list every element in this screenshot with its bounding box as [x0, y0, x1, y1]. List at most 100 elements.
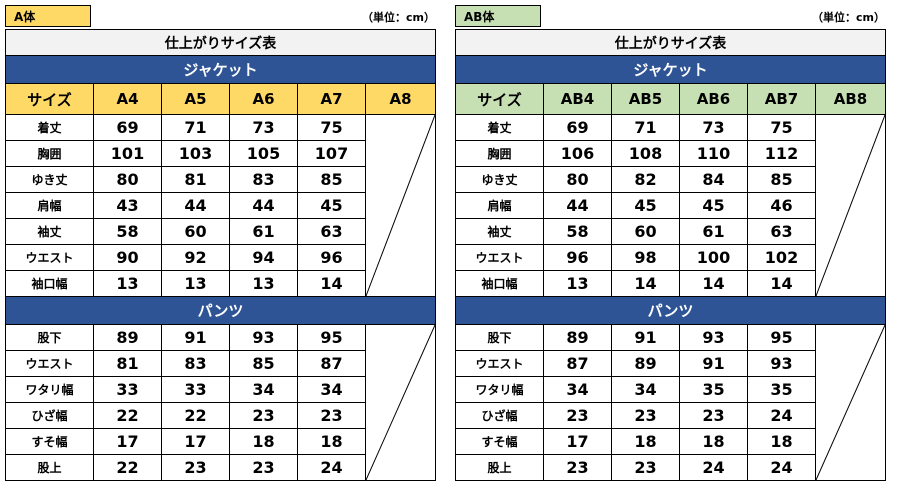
measurement-value: 93: [229, 324, 298, 351]
not-available-cell: [815, 114, 886, 297]
size-column-header: A8: [365, 83, 436, 115]
measurement-value: 33: [93, 376, 162, 403]
table-row: 股上 23 23 24 24: [455, 454, 886, 481]
measurement-value: 23: [229, 454, 298, 481]
measurement-value: 22: [161, 402, 230, 429]
measurement-value: 85: [229, 350, 298, 377]
measurement-value: 96: [543, 244, 612, 271]
measurement-value: 14: [679, 270, 748, 297]
size-column-header: A5: [161, 83, 230, 115]
measurement-value: 60: [161, 218, 230, 245]
measurement-label: 胸囲: [455, 140, 544, 167]
table-row: すそ幅 17 17 18 18: [5, 428, 436, 455]
measurement-value: 93: [747, 350, 816, 377]
size-column-header: AB5: [611, 83, 680, 115]
measurement-value: 35: [679, 376, 748, 403]
table-row: 肩幅 44 45 45 46: [455, 192, 886, 219]
measurement-value: 23: [679, 402, 748, 429]
measurement-value: 18: [297, 428, 366, 455]
measurement-value: 24: [747, 454, 816, 481]
measurement-value: 87: [297, 350, 366, 377]
size-column-header: AB8: [815, 83, 886, 115]
table-row: 袖口幅 13 13 13 14: [5, 270, 436, 297]
measurement-label: ワタリ幅: [5, 376, 94, 403]
measurement-value: 43: [93, 192, 162, 219]
body-type-tag: AB体: [455, 5, 541, 27]
measurement-value: 46: [747, 192, 816, 219]
measurement-value: 83: [161, 350, 230, 377]
measurement-value: 84: [679, 166, 748, 193]
unit-label: （単位：cm）: [812, 11, 885, 24]
measurement-label: ウエスト: [5, 244, 94, 271]
measurement-value: 100: [679, 244, 748, 271]
measurement-label: ワタリ幅: [455, 376, 544, 403]
measurement-value: 101: [93, 140, 162, 167]
measurement-value: 95: [297, 324, 366, 351]
measurement-value: 110: [679, 140, 748, 167]
not-available-cell: [365, 114, 436, 297]
table-title: 仕上がりサイズ表: [455, 29, 886, 56]
measurement-value: 34: [229, 376, 298, 403]
table-row: すそ幅 17 18 18 18: [455, 428, 886, 455]
pants-section-header: パンツ: [455, 296, 886, 325]
measurement-value: 23: [543, 402, 612, 429]
jacket-section-header: ジャケット: [5, 55, 436, 84]
measurement-value: 58: [543, 218, 612, 245]
size-header: サイズ: [5, 83, 94, 115]
measurement-label: 股下: [5, 324, 94, 351]
measurement-value: 34: [611, 376, 680, 403]
not-available-cell: [365, 324, 436, 481]
measurement-value: 83: [229, 166, 298, 193]
jacket-section-header: ジャケット: [455, 55, 886, 84]
measurement-value: 94: [229, 244, 298, 271]
measurement-label: ウエスト: [455, 244, 544, 271]
measurement-value: 69: [93, 114, 162, 141]
measurement-label: 袖口幅: [5, 270, 94, 297]
table-row: 胸囲 101 103 105 107: [5, 140, 436, 167]
table-row: ゆき丈 80 82 84 85: [455, 166, 886, 193]
measurement-label: 袖丈: [455, 218, 544, 245]
measurement-value: 18: [611, 428, 680, 455]
measurement-value: 61: [229, 218, 298, 245]
measurement-value: 71: [611, 114, 680, 141]
measurement-value: 13: [543, 270, 612, 297]
measurement-value: 24: [679, 454, 748, 481]
measurement-label: 肩幅: [5, 192, 94, 219]
measurement-value: 112: [747, 140, 816, 167]
measurement-value: 24: [297, 454, 366, 481]
measurement-value: 105: [229, 140, 298, 167]
size-table: 仕上がりサイズ表 ジャケット サイズ AB4 AB5 AB6 AB7 AB8 着丈 69 71 73 7…: [455, 29, 886, 481]
measurement-value: 81: [161, 166, 230, 193]
measurement-value: 23: [297, 402, 366, 429]
measurement-value: 33: [161, 376, 230, 403]
table-row: ウエスト 96 98 100 102: [455, 244, 886, 271]
table-row: ひざ幅 23 23 23 24: [455, 402, 886, 429]
measurement-value: 17: [161, 428, 230, 455]
size-column-header: A4: [93, 83, 162, 115]
measurement-value: 14: [747, 270, 816, 297]
measurement-value: 91: [611, 324, 680, 351]
measurement-value: 60: [611, 218, 680, 245]
measurement-value: 13: [229, 270, 298, 297]
measurement-label: ひざ幅: [5, 402, 94, 429]
measurement-value: 22: [93, 454, 162, 481]
measurement-value: 23: [611, 402, 680, 429]
measurement-value: 85: [747, 166, 816, 193]
measurement-label: 胸囲: [5, 140, 94, 167]
measurement-label: すそ幅: [455, 428, 544, 455]
table-title: 仕上がりサイズ表: [5, 29, 436, 56]
measurement-value: 14: [611, 270, 680, 297]
measurement-value: 96: [297, 244, 366, 271]
unit-label: （単位：cm）: [362, 11, 435, 24]
table-row: ウエスト 90 92 94 96: [5, 244, 436, 271]
measurement-value: 44: [161, 192, 230, 219]
measurement-value: 90: [93, 244, 162, 271]
measurement-value: 89: [543, 324, 612, 351]
measurement-value: 80: [543, 166, 612, 193]
table-row: 股上 22 23 23 24: [5, 454, 436, 481]
measurement-value: 89: [93, 324, 162, 351]
size-column-header: A7: [297, 83, 366, 115]
measurement-label: ひざ幅: [455, 402, 544, 429]
table-row: 着丈 69 71 73 75: [455, 114, 886, 297]
measurement-value: 23: [611, 454, 680, 481]
